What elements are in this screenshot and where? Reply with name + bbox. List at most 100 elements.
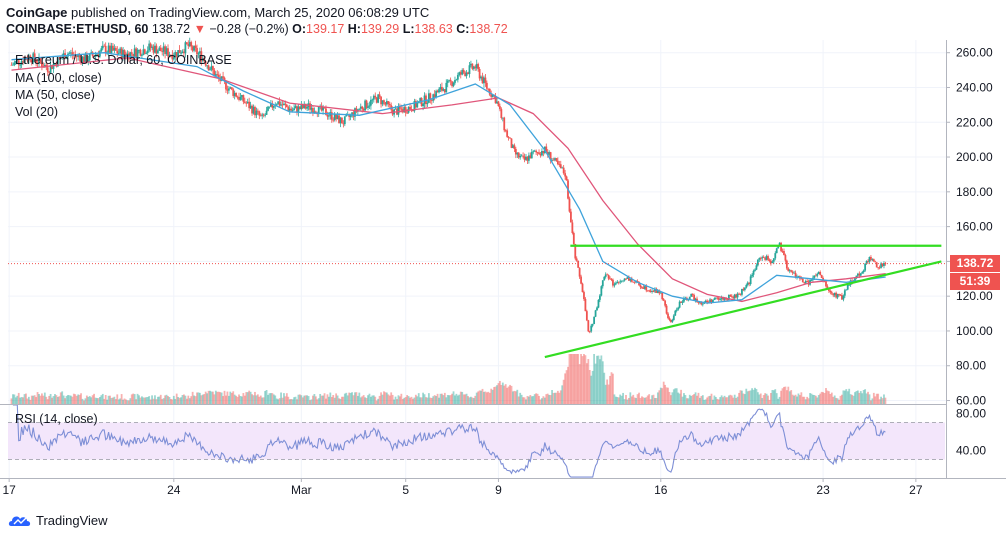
volume-bar <box>383 391 385 404</box>
chart-title[interactable]: Ethereum / U.S. Dollar, 60, COINBASE <box>15 53 232 67</box>
candle-body <box>97 54 100 57</box>
candle-body <box>383 100 385 103</box>
candle-body <box>556 160 559 165</box>
volume-bar <box>527 396 530 404</box>
candle-body <box>298 106 301 110</box>
rsi-tick-label: 80.00 <box>956 406 986 420</box>
volume-bar <box>684 395 687 404</box>
volume-bar <box>583 354 585 404</box>
volume-bar <box>401 398 404 404</box>
candle-body <box>580 276 582 284</box>
volume-legend[interactable]: Vol (20) <box>15 105 59 119</box>
candle-body <box>142 49 145 55</box>
low-value: 138.63 <box>414 22 453 36</box>
volume-bar <box>36 392 39 404</box>
candle-body <box>204 61 207 66</box>
candle-body <box>110 45 113 53</box>
volume-bar <box>100 395 103 404</box>
candle-body <box>709 299 711 303</box>
volume-bar <box>43 392 46 404</box>
price-tick-label: 200.00 <box>956 150 993 164</box>
candle-body <box>194 45 197 49</box>
symbol[interactable]: COINBASE:ETHUSD, 60 <box>6 22 149 36</box>
candle-body <box>39 57 42 63</box>
volume-bar <box>809 393 811 404</box>
candle-body <box>181 51 184 53</box>
tradingview-logo[interactable]: TradingView <box>8 512 108 528</box>
candle-body <box>368 105 371 107</box>
candle-body <box>622 280 624 282</box>
volume-bar <box>694 392 697 404</box>
volume-bar <box>200 395 203 404</box>
volume-bar <box>91 395 94 404</box>
candle-body <box>781 250 784 252</box>
candle-body <box>277 101 280 105</box>
volume-bar <box>854 392 856 404</box>
candle-body <box>70 52 72 54</box>
price-axis[interactable]: 60.0080.00100.00120.00140.00160.00180.00… <box>946 46 993 408</box>
candle-body <box>436 90 439 93</box>
volume-bar <box>22 397 24 404</box>
volume-bar <box>836 398 839 404</box>
volume-bar <box>481 388 484 404</box>
ma50-legend[interactable]: MA (50, close) <box>15 88 95 102</box>
candle-body <box>377 94 380 103</box>
volume-bar <box>162 398 165 404</box>
candle-body <box>196 48 198 55</box>
candle-body <box>206 65 209 67</box>
candle-body <box>506 130 509 137</box>
candle-body <box>184 42 187 54</box>
candle-body <box>532 151 535 153</box>
candle-body <box>568 198 571 212</box>
volume-bar <box>161 399 164 404</box>
candle-body <box>30 60 33 63</box>
candle-body <box>722 297 724 300</box>
volume-bar <box>788 391 791 404</box>
volume-bar <box>858 392 861 404</box>
candle-body <box>188 42 191 47</box>
volume-bar <box>365 397 368 404</box>
volume-bar <box>52 396 55 404</box>
volume-bar <box>474 395 477 404</box>
ma100-line <box>11 57 886 303</box>
volume-bar <box>209 390 211 404</box>
volume-bar <box>545 394 548 404</box>
volume-bar <box>271 393 274 404</box>
candle-body <box>868 257 871 262</box>
time-axis[interactable]: 17 24 Mar 5 9 16 23 27 <box>2 478 923 497</box>
candle-body <box>217 74 220 78</box>
candle-body <box>641 287 643 288</box>
candle-body <box>161 51 164 52</box>
volume-bar <box>374 396 377 404</box>
volume-bar <box>522 397 524 404</box>
candle-body <box>546 152 549 155</box>
candle-body <box>797 276 800 278</box>
rsi-legend[interactable]: RSI (14, close) <box>15 412 98 426</box>
candle-body <box>884 263 887 264</box>
volume-bar <box>707 396 710 404</box>
candle-body <box>633 281 636 283</box>
publisher[interactable]: CoinGape <box>6 5 68 20</box>
volume-bar <box>584 355 587 404</box>
candle-body <box>397 106 400 115</box>
volume-bar <box>72 393 75 404</box>
candle-body <box>498 106 501 110</box>
volume-bar <box>203 394 206 404</box>
candle-body <box>733 294 736 299</box>
candle-body <box>758 258 761 260</box>
volume-bar <box>790 390 793 404</box>
time-tick-label: 5 <box>402 483 409 497</box>
volume-bar <box>574 354 577 404</box>
volume-bar <box>455 393 458 404</box>
time-tick-label: Mar <box>291 483 312 497</box>
candle-body <box>351 112 353 115</box>
candle-body <box>530 151 533 159</box>
candle-body <box>688 296 691 300</box>
ma100-legend[interactable]: MA (100, close) <box>15 71 102 85</box>
candle-body <box>94 54 97 57</box>
candle-body <box>571 222 574 234</box>
volume-bar <box>71 396 74 404</box>
volume-bar <box>498 380 501 404</box>
trendlines[interactable] <box>544 244 942 359</box>
